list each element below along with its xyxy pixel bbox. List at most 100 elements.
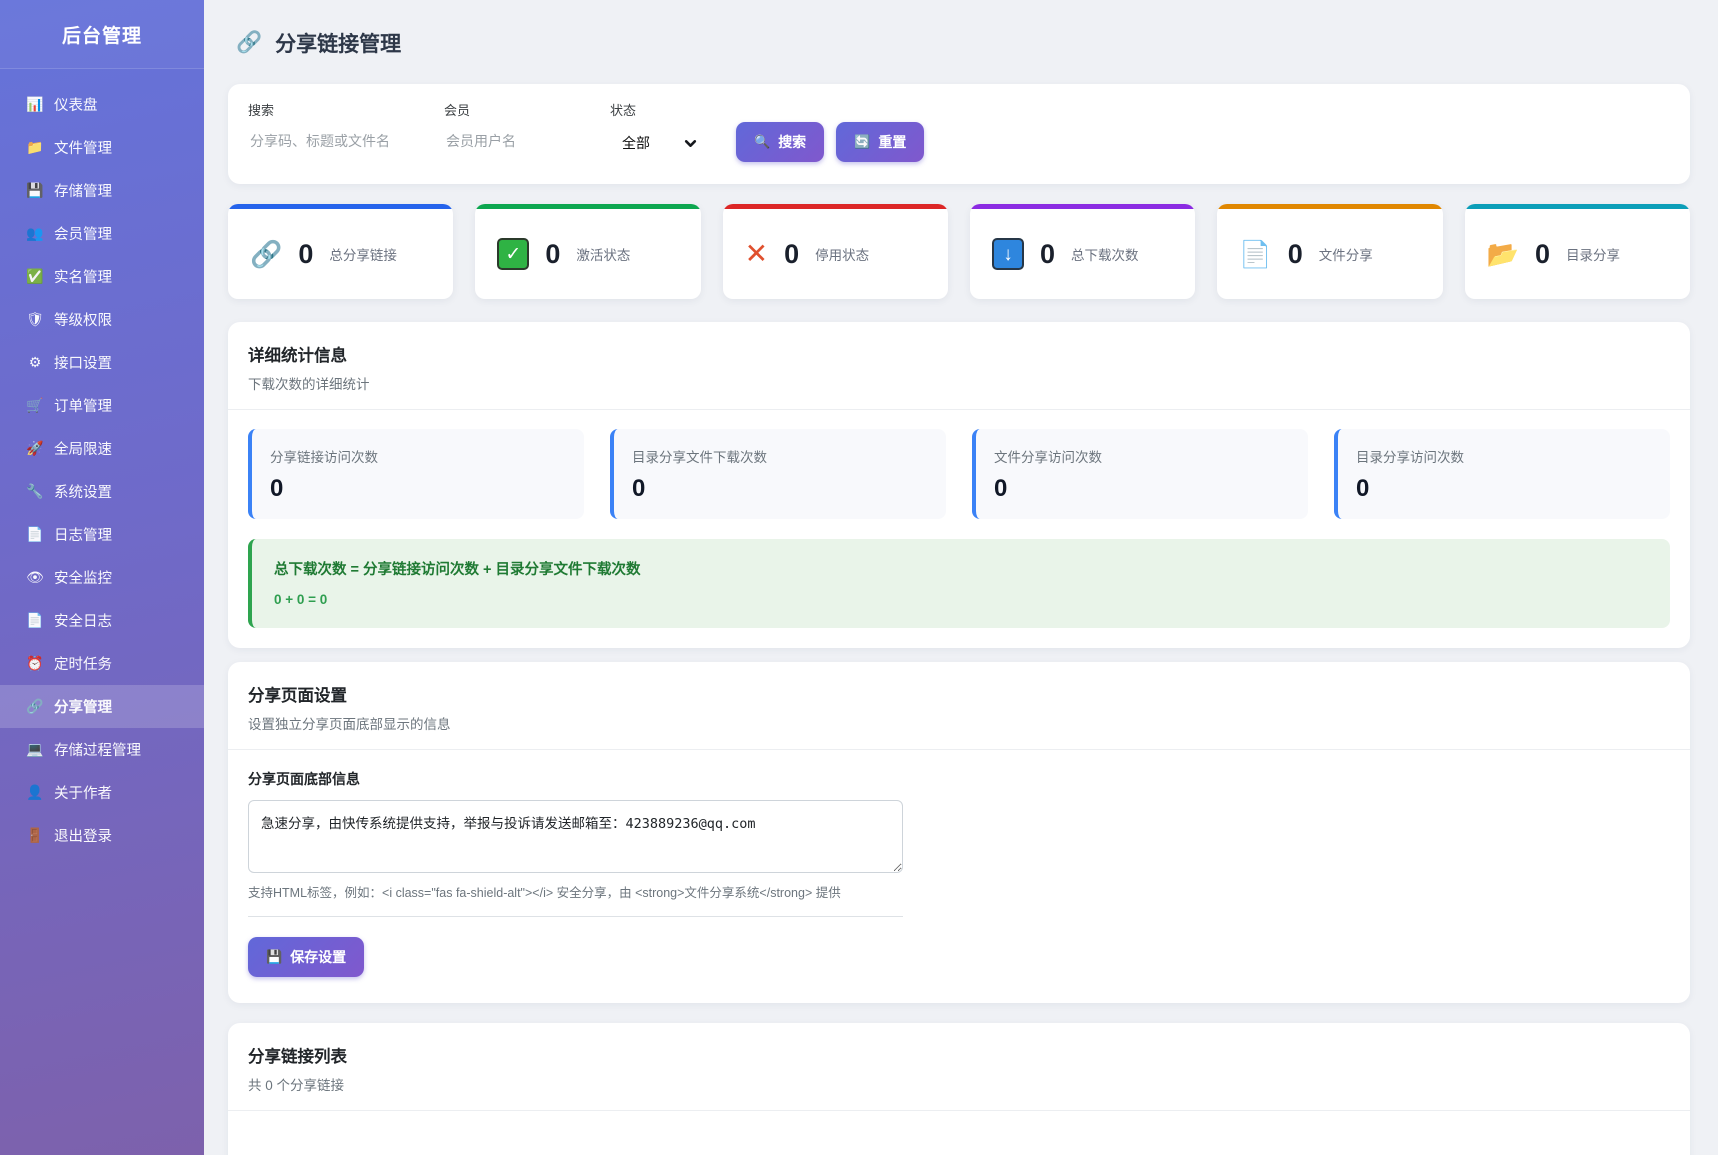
html-hint-text: 支持HTML标签，例如：<i class="fas fa-shield-alt"…	[248, 886, 841, 900]
download-icon: ↓	[991, 238, 1024, 270]
formula-box: 总下载次数 = 分享链接访问次数 + 目录分享文件下载次数 0 + 0 = 0	[248, 539, 1670, 628]
divider	[228, 409, 1690, 410]
gear-icon: ⚙	[28, 354, 42, 370]
sidebar-item-api-settings[interactable]: ⚙ 接口设置	[0, 341, 204, 384]
eye-icon: 👁	[26, 569, 44, 585]
sidebar-item-label: 仪表盘	[54, 98, 98, 114]
sidebar-item-logs[interactable]: 📄 日志管理	[0, 513, 204, 556]
status-field-group: 状态 全部	[610, 100, 710, 157]
sidebar-item-label: 订单管理	[54, 399, 112, 415]
sidebar-item-label: 关于作者	[54, 786, 112, 802]
stat-box-file-share-visits: 文件分享访问次数 0	[972, 429, 1308, 519]
footer-info-label: 分享页面底部信息	[248, 771, 360, 787]
share-list-subtitle: 共 0 个分享链接	[248, 1078, 345, 1093]
file-icon: 📄	[1239, 239, 1272, 269]
laptop-icon: 💻	[26, 741, 44, 757]
chevron-down-icon	[684, 139, 697, 147]
alarm-clock-icon: ⏰	[26, 655, 44, 671]
stat-label: 停用状态	[815, 248, 870, 263]
detail-stats-subtitle: 下载次数的详细统计	[248, 377, 370, 392]
member-input[interactable]	[444, 129, 584, 153]
sidebar-item-logout[interactable]: 🚪 退出登录	[0, 814, 204, 857]
sidebar-item-files[interactable]: 📁 文件管理	[0, 126, 204, 169]
status-select[interactable]: 全部	[610, 129, 710, 157]
formula-text: 总下载次数 = 分享链接访问次数 + 目录分享文件下载次数	[274, 562, 641, 578]
stat-card-total-downloads: ↓ 0 总下载次数	[969, 204, 1196, 299]
main-content: 🔗 分享链接管理 搜索 会员 状态 全部 🔍 搜索	[204, 0, 1718, 1155]
card-accent	[228, 204, 454, 209]
detail-stat-grid: 分享链接访问次数 0 目录分享文件下载次数 0 文件分享访问次数 0 目录分享访…	[248, 429, 1670, 519]
sidebar-item-cron-tasks[interactable]: ⏰ 定时任务	[0, 642, 204, 685]
sidebar-item-about-author[interactable]: 👤 关于作者	[0, 771, 204, 814]
door-icon: 🚪	[26, 827, 44, 843]
sidebar-item-orders[interactable]: 🛒 订单管理	[0, 384, 204, 427]
wrench-icon: 🔧	[26, 483, 44, 499]
card-accent	[722, 204, 948, 209]
shield-icon: 🛡	[26, 311, 44, 327]
stat-value: 0	[545, 238, 561, 269]
divider	[228, 1110, 1690, 1111]
footer-info-textarea[interactable]: 急速分享，由快传系统提供支持，举报与投诉请发送邮箱至：423889236@qq.…	[248, 800, 903, 873]
search-input[interactable]	[248, 129, 418, 153]
sidebar-item-label: 系统设置	[54, 485, 112, 501]
person-icon: 👤	[26, 784, 44, 800]
stat-label: 文件分享	[1318, 248, 1373, 263]
card-accent	[969, 204, 1196, 209]
card-accent	[475, 204, 701, 209]
share-list-title: 分享链接列表	[248, 1048, 347, 1066]
floppy-icon: 💾	[266, 949, 283, 964]
check-icon: ✓	[497, 238, 530, 270]
share-settings-subtitle: 设置独立分享页面底部显示的信息	[248, 717, 451, 732]
sidebar-nav: 📊 仪表盘 📁 文件管理 💾 存储管理 👥 会员管理 ✅ 实名管理 🛡 等级权限…	[0, 69, 204, 857]
sidebar-item-dashboard[interactable]: 📊 仪表盘	[0, 83, 204, 126]
status-select-value: 全部	[622, 135, 650, 151]
stat-label: 总分享链接	[329, 248, 397, 263]
stat-card-disabled-status: ✕ 0 停用状态	[722, 204, 948, 299]
member-field-group: 会员	[444, 100, 584, 153]
search-button[interactable]: 🔍 搜索	[736, 122, 825, 162]
sidebar-item-realname[interactable]: ✅ 实名管理	[0, 255, 204, 298]
sidebar-item-stored-procedures[interactable]: 💻 存储过程管理	[0, 728, 204, 771]
detail-stats-panel: 详细统计信息 下载次数的详细统计 分享链接访问次数 0 目录分享文件下载次数 0…	[228, 322, 1690, 648]
dashboard-icon: 📊	[26, 96, 44, 112]
sidebar-item-security-monitor[interactable]: 👁 安全监控	[0, 556, 204, 599]
sidebar-item-share[interactable]: 🔗 分享管理	[0, 685, 204, 728]
sidebar-item-label: 会员管理	[54, 227, 112, 243]
sidebar-item-system-settings[interactable]: 🔧 系统设置	[0, 470, 204, 513]
search-field-group: 搜索	[248, 100, 418, 153]
page-title: 🔗 分享链接管理	[236, 31, 402, 56]
divider	[228, 749, 1690, 750]
document-icon: 📄	[26, 612, 44, 628]
open-folder-icon: 📂	[1486, 239, 1520, 269]
card-accent	[1217, 204, 1443, 209]
sidebar-item-label: 文件管理	[54, 141, 112, 157]
sidebar-item-members[interactable]: 👥 会员管理	[0, 212, 204, 255]
sidebar-item-storage[interactable]: 💾 存储管理	[0, 169, 204, 212]
save-settings-button[interactable]: 💾 保存设置	[248, 937, 365, 977]
sidebar-item-speed-limit[interactable]: 🚀 全局限速	[0, 427, 204, 470]
link-icon: 🔗	[236, 31, 263, 54]
formula-result: 0 + 0 = 0	[274, 592, 328, 607]
magnifier-icon: 🔍	[754, 134, 771, 149]
app-title: 后台管理	[0, 0, 204, 69]
stat-value: 0	[298, 238, 314, 269]
share-page-settings-panel: 分享页面设置 设置独立分享页面底部显示的信息 分享页面底部信息 急速分享，由快传…	[228, 662, 1690, 1003]
folder-icon: 📁	[26, 139, 44, 155]
reset-button[interactable]: 🔄 重置	[836, 122, 925, 162]
users-icon: 👥	[26, 225, 44, 241]
sidebar-item-label: 实名管理	[54, 270, 112, 286]
check-icon: ✅	[26, 268, 44, 284]
sidebar-item-label: 分享管理	[54, 700, 112, 716]
stat-value: 0	[1535, 238, 1551, 269]
sidebar-item-label: 安全日志	[54, 614, 112, 630]
sidebar-item-label: 全局限速	[54, 442, 112, 458]
sidebar-item-permissions[interactable]: 🛡 等级权限	[0, 298, 204, 341]
member-label: 会员	[444, 103, 471, 118]
sidebar-item-label: 定时任务	[54, 657, 112, 673]
stat-value: 0	[1287, 238, 1303, 269]
link-icon: 🔗	[250, 239, 283, 269]
sidebar-item-security-logs[interactable]: 📄 安全日志	[0, 599, 204, 642]
stat-label: 总下载次数	[1071, 248, 1139, 263]
detail-stats-title: 详细统计信息	[248, 347, 347, 365]
link-icon: 🔗	[26, 698, 44, 714]
